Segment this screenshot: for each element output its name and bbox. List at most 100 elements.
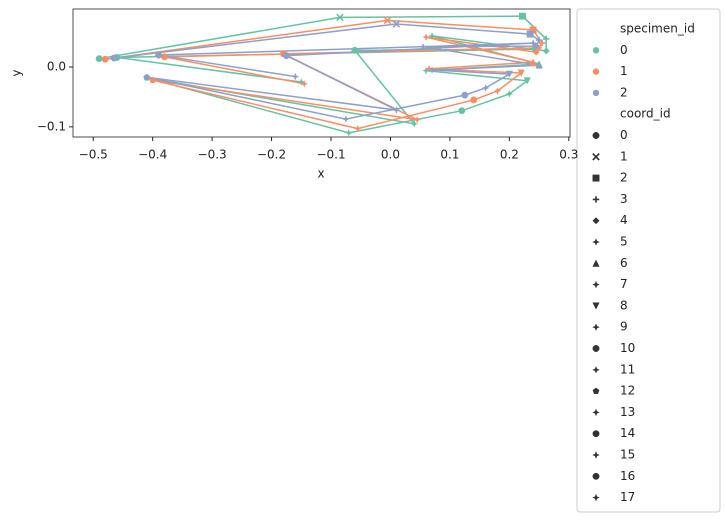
legend-box <box>576 8 721 513</box>
legend-label: 9 <box>620 320 628 334</box>
legend-label: 15 <box>620 448 635 462</box>
legend-label: 7 <box>620 277 628 291</box>
legend-label: 8 <box>620 298 628 312</box>
legend-marker <box>592 323 600 332</box>
legend-marker <box>592 132 600 139</box>
legend-marker <box>592 196 600 203</box>
marker <box>422 66 431 75</box>
marker <box>523 77 531 85</box>
legend-marker <box>592 451 600 459</box>
x-tick-label: 0.2 <box>500 148 519 162</box>
legend-label: 13 <box>620 405 635 419</box>
legend-marker <box>592 68 600 75</box>
legend-label: 5 <box>620 235 628 249</box>
marker <box>517 69 525 77</box>
marker <box>529 39 538 47</box>
marker <box>351 46 359 54</box>
marker <box>110 54 118 62</box>
marker <box>410 119 419 128</box>
marker <box>300 79 309 88</box>
marker <box>493 87 502 95</box>
marker <box>101 55 109 63</box>
x-tick-label: −0.5 <box>79 148 108 162</box>
legend-label: 1 <box>620 64 628 78</box>
legend-title: coord_id <box>620 107 671 121</box>
marker <box>481 84 490 92</box>
legend-label: 2 <box>620 171 628 185</box>
legend-label: 17 <box>620 490 635 504</box>
series-line <box>99 15 547 134</box>
marker <box>461 91 469 99</box>
legend-label: 12 <box>620 384 635 398</box>
marker <box>535 36 543 44</box>
y-axis-label: y <box>10 69 24 76</box>
marker <box>392 20 401 28</box>
legend-label: 11 <box>620 362 635 376</box>
marker <box>336 13 344 22</box>
legend-marker <box>592 302 600 310</box>
legend-marker <box>592 430 600 438</box>
marker <box>538 39 546 47</box>
marker <box>143 73 151 81</box>
marker <box>155 51 163 59</box>
legend-marker <box>592 408 600 417</box>
legend-marker <box>592 217 600 225</box>
marker <box>383 16 392 25</box>
legend-marker <box>592 493 600 502</box>
marker <box>353 124 362 133</box>
axes-frame <box>72 8 571 138</box>
legend-label: 6 <box>620 256 628 270</box>
x-tick-label: −0.2 <box>257 148 286 162</box>
x-tick-label: −0.1 <box>316 148 345 162</box>
marker <box>470 96 478 104</box>
x-tick-label: 0.1 <box>440 148 459 162</box>
legend-label: 16 <box>620 469 635 483</box>
marker <box>529 58 537 66</box>
legend-label: 2 <box>620 85 628 99</box>
marker <box>505 90 514 98</box>
legend-marker <box>592 238 600 246</box>
legend-label: 1 <box>620 149 628 163</box>
marker <box>505 70 513 78</box>
marker <box>428 66 436 74</box>
marker <box>535 61 543 69</box>
legend-label: 14 <box>620 426 635 440</box>
x-tick-label: −0.3 <box>198 148 227 162</box>
legend-label: 3 <box>620 192 628 206</box>
y-tick-label: −0.1 <box>37 119 66 133</box>
legend-label: 4 <box>620 213 628 227</box>
legend-marker <box>592 387 600 394</box>
series-line <box>113 23 541 120</box>
marker <box>291 72 300 81</box>
marker <box>532 48 540 56</box>
marker <box>341 115 350 123</box>
marker <box>419 42 428 51</box>
legend-marker <box>592 365 600 374</box>
marker <box>428 32 436 40</box>
legend-marker <box>592 174 600 182</box>
legend-marker <box>592 89 600 97</box>
legend-marker <box>592 259 600 267</box>
x-tick-label: 0.0 <box>381 148 400 162</box>
legend-marker <box>592 153 600 161</box>
marker <box>422 33 431 41</box>
marker <box>282 52 290 60</box>
marker <box>95 55 103 63</box>
marker <box>161 53 169 61</box>
marker <box>542 47 550 55</box>
marker <box>518 12 526 20</box>
marker <box>297 78 306 86</box>
legend-label: 0 <box>620 128 628 142</box>
marker <box>392 106 401 114</box>
legend-label: 10 <box>620 341 635 355</box>
x-tick-label: 0.3 <box>559 148 578 162</box>
legend-marker <box>592 345 600 352</box>
legend-title: specimen_id <box>620 22 695 36</box>
legend-label: 0 <box>620 43 628 57</box>
legend-marker <box>592 472 600 480</box>
x-tick-label: −0.4 <box>138 148 167 162</box>
marker <box>543 35 550 43</box>
x-axis-label: x <box>317 167 324 181</box>
marker <box>413 115 422 124</box>
